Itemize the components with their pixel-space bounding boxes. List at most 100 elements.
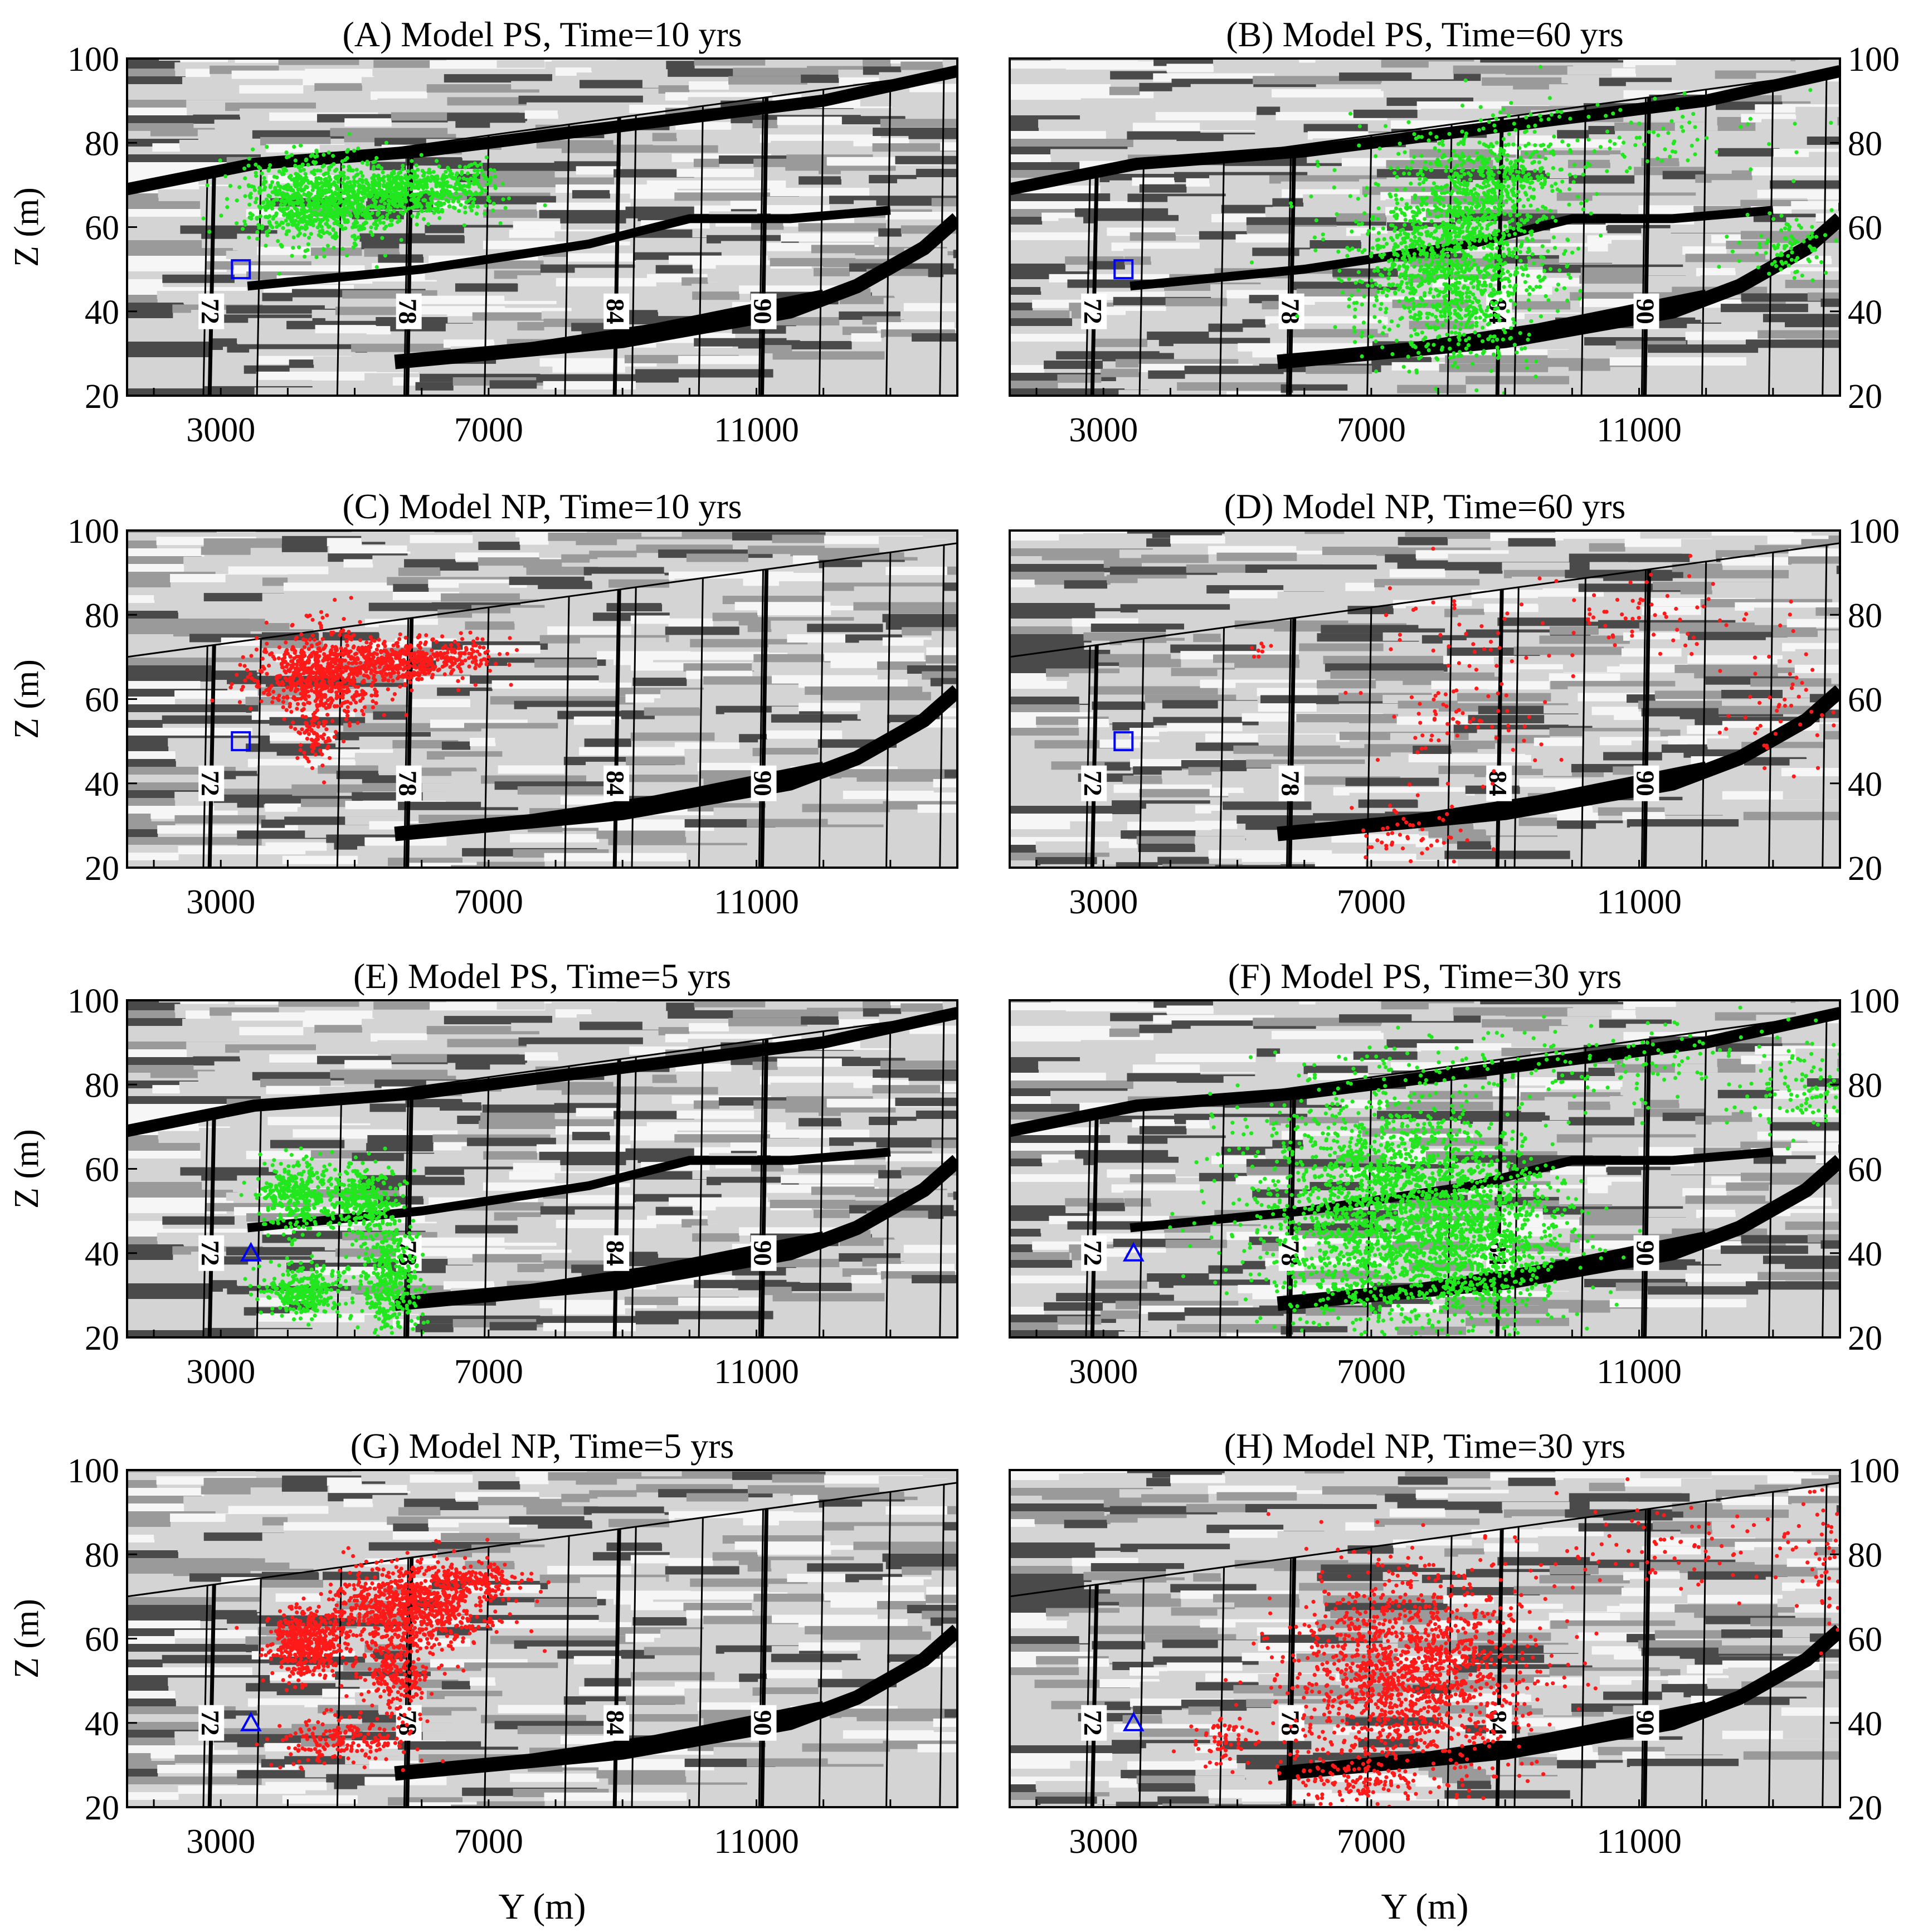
particle — [1506, 293, 1511, 298]
grid-boundary-line — [403, 146, 410, 396]
particle — [1671, 141, 1676, 145]
particle — [1404, 245, 1408, 249]
particle — [1485, 271, 1489, 275]
particle — [1357, 124, 1362, 129]
particle — [304, 715, 308, 719]
particle — [1431, 396, 1435, 400]
particle — [456, 642, 460, 646]
particle-cloud — [1249, 65, 1838, 400]
particle — [483, 211, 487, 216]
particle — [1452, 284, 1457, 288]
particle — [347, 721, 352, 726]
particle — [1512, 320, 1517, 325]
particle — [1516, 158, 1521, 163]
particle — [1453, 253, 1458, 257]
particle — [390, 663, 395, 667]
particle — [1501, 152, 1506, 156]
particle — [1481, 166, 1486, 171]
particle — [1556, 283, 1560, 287]
particle — [1456, 291, 1460, 296]
particle — [322, 780, 327, 785]
well-line — [1090, 173, 1099, 396]
particle — [252, 188, 257, 192]
particle — [1586, 137, 1591, 142]
particle — [1356, 288, 1361, 293]
particle — [264, 688, 269, 693]
particle — [259, 699, 264, 704]
particle — [1457, 313, 1462, 318]
particle — [1501, 164, 1505, 169]
particle — [1739, 125, 1743, 129]
particle — [1432, 236, 1436, 240]
particle — [1429, 262, 1433, 267]
particle — [1415, 317, 1420, 322]
particle — [281, 226, 285, 230]
particle — [392, 209, 396, 213]
particle — [369, 225, 373, 230]
particle — [390, 649, 395, 653]
particle — [1523, 263, 1528, 268]
particle — [451, 198, 456, 202]
particle — [1508, 225, 1512, 230]
particle — [283, 655, 287, 660]
particle — [326, 661, 330, 666]
particle — [457, 164, 462, 169]
particle — [460, 187, 464, 192]
particle — [1447, 175, 1452, 179]
transect-label: 72 — [1079, 299, 1107, 324]
particle — [1517, 170, 1521, 174]
y-tick-label: 40 — [85, 294, 119, 332]
particle — [237, 185, 242, 189]
particle — [298, 748, 303, 752]
particle — [1432, 304, 1436, 309]
particle — [390, 218, 394, 222]
particle — [282, 717, 286, 721]
particle — [1468, 290, 1472, 295]
y-axis-label: Z (m) — [8, 187, 46, 267]
particle — [358, 620, 362, 624]
particle — [1419, 154, 1424, 158]
particle — [1295, 314, 1299, 318]
particle — [1500, 267, 1505, 272]
particle — [1443, 314, 1447, 319]
particle — [1486, 305, 1490, 310]
particle — [1453, 171, 1458, 176]
particle — [1376, 206, 1381, 211]
particle — [1768, 211, 1772, 216]
particle — [1505, 158, 1509, 162]
particle — [1725, 235, 1729, 239]
particle — [1374, 294, 1379, 299]
particle — [343, 220, 347, 224]
particle — [1484, 143, 1488, 148]
particle — [1394, 206, 1399, 211]
grid-boundary-line — [1219, 627, 1225, 868]
particle — [327, 150, 331, 155]
particle — [1471, 226, 1476, 231]
particle — [265, 671, 269, 676]
particle — [247, 202, 252, 207]
particle — [1500, 271, 1505, 276]
particle — [1484, 308, 1489, 313]
particle — [1409, 315, 1413, 319]
panel-title: (A) Model PS, Time=10 yrs — [342, 14, 742, 54]
particle — [1528, 155, 1532, 159]
particle — [1494, 157, 1498, 161]
surface-line — [127, 542, 957, 658]
particle — [437, 192, 442, 197]
particle — [1501, 327, 1506, 332]
panel-title: (B) Model PS, Time=60 yrs — [1226, 14, 1624, 54]
grid-boundary-line — [631, 115, 637, 396]
particle — [1446, 254, 1450, 258]
particle — [474, 192, 479, 196]
particle — [476, 168, 480, 173]
particle — [446, 193, 451, 197]
particle — [1502, 212, 1507, 216]
particle — [339, 188, 343, 192]
particle — [360, 708, 364, 713]
particle — [1477, 239, 1482, 244]
particle — [251, 147, 255, 152]
particle — [403, 682, 407, 687]
particle — [338, 681, 343, 685]
particle — [1775, 252, 1779, 257]
particle — [254, 162, 258, 167]
